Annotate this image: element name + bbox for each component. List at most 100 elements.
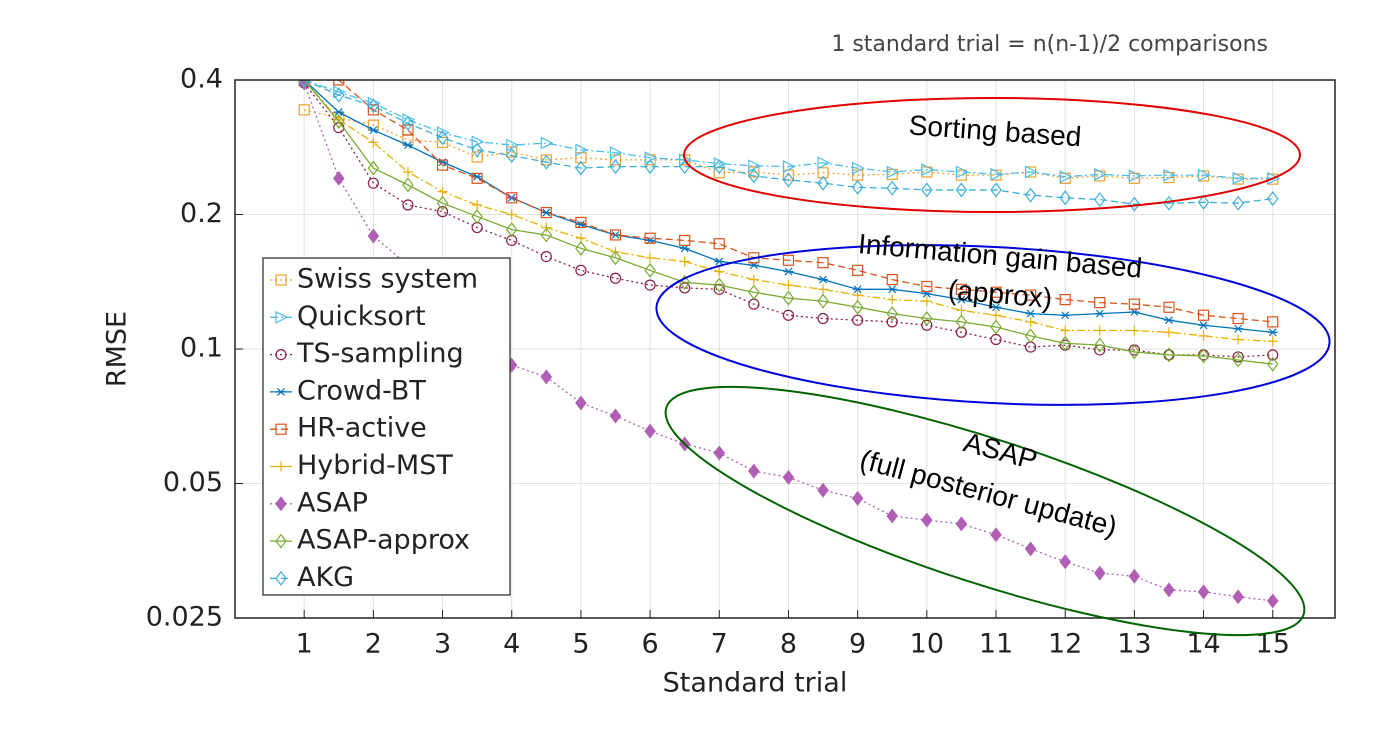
marker xyxy=(609,154,622,166)
marker xyxy=(1163,168,1177,182)
marker xyxy=(1267,316,1279,328)
marker xyxy=(782,172,795,188)
marker xyxy=(1232,589,1244,605)
marker xyxy=(276,387,286,396)
marker xyxy=(472,200,483,211)
marker xyxy=(1059,293,1071,306)
marker xyxy=(782,309,795,321)
marker xyxy=(1128,196,1141,212)
marker xyxy=(402,199,414,211)
marker xyxy=(1094,167,1108,181)
legend-label: TS-sampling xyxy=(296,338,464,369)
marker xyxy=(367,177,379,189)
marker xyxy=(955,283,968,295)
marker xyxy=(886,316,898,328)
marker xyxy=(782,254,795,266)
marker xyxy=(886,306,898,322)
x-tick-label: 5 xyxy=(572,629,589,660)
marker xyxy=(1059,170,1073,184)
marker xyxy=(748,463,760,479)
series-line xyxy=(304,80,1273,323)
marker xyxy=(886,165,900,179)
marker xyxy=(1129,325,1140,336)
marker xyxy=(955,516,968,532)
marker xyxy=(783,267,794,276)
marker xyxy=(437,186,448,197)
marker xyxy=(1233,324,1244,333)
x-tick-label: 3 xyxy=(434,629,451,660)
marker xyxy=(1267,349,1279,361)
marker xyxy=(402,124,414,136)
y-axis-label: RMSE xyxy=(102,311,133,387)
marker xyxy=(367,160,380,176)
marker xyxy=(1094,337,1106,353)
marker xyxy=(1232,171,1246,185)
marker xyxy=(990,527,1002,543)
marker xyxy=(1163,301,1175,313)
marker xyxy=(1233,334,1244,345)
marker xyxy=(298,80,310,88)
marker xyxy=(275,496,287,512)
legend-label: ASAP xyxy=(297,487,368,518)
marker xyxy=(1060,311,1071,320)
marker xyxy=(367,98,380,114)
legend-label: HR-active xyxy=(297,413,427,444)
marker xyxy=(714,266,725,277)
marker xyxy=(851,490,864,506)
ellipse xyxy=(664,385,1306,637)
marker xyxy=(1024,187,1037,203)
series-line xyxy=(304,109,1273,180)
marker xyxy=(921,163,935,177)
marker xyxy=(575,264,587,276)
marker xyxy=(748,284,760,300)
marker xyxy=(851,299,864,315)
marker xyxy=(921,311,933,327)
marker xyxy=(644,232,656,244)
marker xyxy=(1197,584,1210,600)
x-tick-label: 8 xyxy=(780,629,797,660)
marker xyxy=(471,142,483,158)
marker xyxy=(1266,356,1279,372)
marker xyxy=(1128,298,1140,310)
series-line xyxy=(303,80,1273,365)
marker xyxy=(1198,330,1209,341)
marker xyxy=(851,179,864,195)
marker xyxy=(436,159,449,171)
marker xyxy=(275,349,287,361)
marker xyxy=(368,126,379,135)
marker xyxy=(886,508,898,524)
marker xyxy=(956,295,967,304)
annotation: Information gain based xyxy=(857,228,1143,284)
marker xyxy=(990,319,1002,335)
marker xyxy=(275,423,287,435)
marker xyxy=(921,182,933,198)
marker xyxy=(644,423,656,439)
marker xyxy=(1059,190,1071,206)
marker xyxy=(713,238,725,250)
marker xyxy=(1128,568,1141,584)
marker xyxy=(990,286,1002,298)
marker xyxy=(782,469,795,485)
marker xyxy=(1197,168,1211,182)
series-line xyxy=(303,80,1273,179)
marker xyxy=(540,136,554,150)
marker xyxy=(1267,336,1278,347)
marker xyxy=(852,285,863,294)
marker xyxy=(921,296,932,307)
marker xyxy=(955,182,968,198)
marker xyxy=(714,257,725,266)
marker xyxy=(575,240,587,256)
marker xyxy=(1267,328,1278,337)
marker xyxy=(333,114,345,129)
marker xyxy=(921,512,933,528)
marker xyxy=(955,314,968,330)
marker xyxy=(609,146,623,160)
marker xyxy=(540,154,553,170)
marker xyxy=(1094,192,1106,208)
marker xyxy=(540,369,553,385)
marker xyxy=(436,136,449,149)
marker xyxy=(275,310,289,324)
marker xyxy=(1267,171,1281,185)
marker xyxy=(713,445,726,461)
marker xyxy=(886,273,898,286)
